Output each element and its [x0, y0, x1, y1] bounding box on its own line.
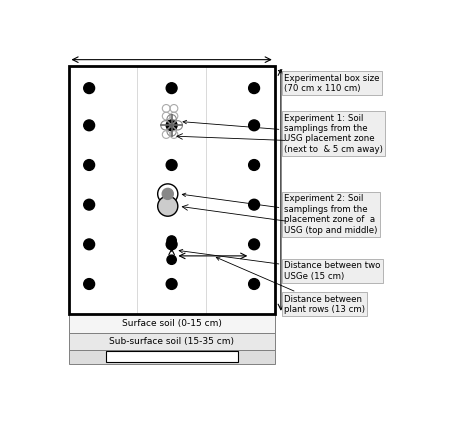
Circle shape	[84, 199, 95, 210]
Text: Experiment 1: Soil
samplings from the
USG placement zone
(next to  & 5 cm away): Experiment 1: Soil samplings from the US…	[183, 113, 383, 154]
Text: Surface soil (0-15 cm): Surface soil (0-15 cm)	[122, 319, 221, 328]
Text: Experimental box size
(70 cm x 110 cm): Experimental box size (70 cm x 110 cm)	[278, 70, 380, 93]
Circle shape	[166, 83, 177, 94]
Circle shape	[166, 160, 177, 171]
Circle shape	[167, 255, 176, 265]
Circle shape	[84, 83, 95, 94]
Circle shape	[84, 278, 95, 289]
Circle shape	[84, 160, 95, 171]
Bar	[69, 66, 275, 314]
Circle shape	[249, 199, 259, 210]
Circle shape	[249, 278, 259, 289]
Circle shape	[249, 83, 259, 94]
Circle shape	[166, 199, 177, 210]
Circle shape	[167, 236, 176, 245]
Text: Sub-surface soil (15-35 cm): Sub-surface soil (15-35 cm)	[109, 337, 234, 346]
Text: Distance between two
USGe (15 cm): Distance between two USGe (15 cm)	[179, 249, 380, 281]
Bar	[69, 314, 275, 333]
Circle shape	[249, 160, 259, 171]
Circle shape	[249, 120, 259, 131]
Text: Experiment 2: Soil
samplings from the
placement zone of  a
USG (top and middle): Experiment 2: Soil samplings from the pl…	[182, 193, 377, 235]
Bar	[69, 350, 275, 364]
Text: Distance between
plant rows (13 cm): Distance between plant rows (13 cm)	[216, 257, 365, 314]
Circle shape	[84, 120, 95, 131]
Circle shape	[249, 239, 259, 250]
Bar	[106, 352, 237, 362]
Text: Sand (35-40 cm): Sand (35-40 cm)	[134, 352, 210, 362]
Circle shape	[162, 188, 173, 199]
Circle shape	[158, 196, 178, 216]
Circle shape	[166, 120, 177, 131]
Circle shape	[166, 278, 177, 289]
Bar	[69, 333, 275, 350]
Circle shape	[166, 239, 177, 250]
Circle shape	[84, 239, 95, 250]
